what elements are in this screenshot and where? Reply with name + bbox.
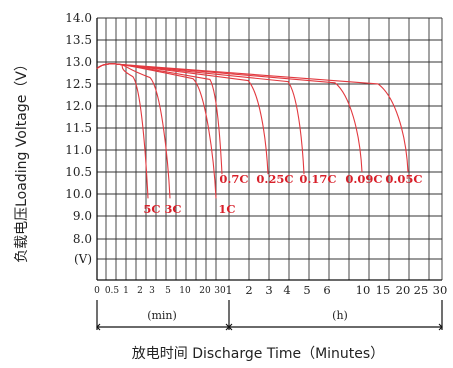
y-tick-8.0: 8.0 — [73, 232, 92, 246]
x-tick-h-30: 30 — [433, 283, 448, 297]
x-tick-min-2: 2 — [137, 286, 143, 296]
curve-0_05C — [96, 63, 409, 173]
x-tick-h-4: 4 — [283, 283, 290, 297]
x-tick-min-20: 20 — [199, 286, 211, 296]
x-tick-h-20: 20 — [396, 283, 411, 297]
x-tick-h-3: 3 — [265, 283, 272, 297]
y-tick-11.0: 11.0 — [65, 143, 92, 157]
curve-label-5C: 5C — [143, 202, 160, 216]
arrow-right — [438, 323, 443, 331]
arrow-left — [96, 323, 101, 331]
x-axis-title: 放电时间 Discharge Time（Minutes） — [132, 346, 384, 362]
x-tick-min-10: 10 — [179, 286, 191, 296]
curve-label-1C: 1C — [218, 202, 235, 216]
x-tick-min-30: 30 — [214, 286, 226, 296]
curve-label-0_25C: 0.25C — [256, 172, 293, 186]
y-tick-14.0: 14.0 — [65, 11, 92, 25]
x-tick-h-25: 25 — [414, 283, 429, 297]
x-tick-min-3: 3 — [149, 286, 155, 296]
curve-0_25C — [96, 63, 269, 175]
x-tick-min-5: 5 — [165, 286, 171, 296]
y-tick-12.5: 12.5 — [65, 77, 92, 91]
x-tick-h-2: 2 — [245, 283, 252, 297]
curve-labels: 5C 3C 1C 0.7C 0.25C 0.17C 0.09C 0.05C — [143, 172, 422, 216]
y-unit-label: (V) — [74, 252, 92, 266]
y-tick-10.0: 10.0 — [65, 187, 92, 201]
curve-label-0_05C: 0.05C — [385, 172, 422, 186]
x-tick-h-6: 6 — [323, 283, 330, 297]
y-tick-13.0: 13.0 — [65, 55, 92, 69]
x-tick-min-0: 0 — [94, 286, 100, 296]
discharge-curves — [96, 63, 409, 199]
curve-label-0_17C: 0.17C — [299, 172, 336, 186]
axes — [96, 18, 443, 331]
x-tick-h-5: 5 — [303, 283, 310, 297]
x-tick-h-1: 1 — [225, 283, 232, 297]
segment-label-h: (h) — [332, 309, 348, 322]
curve-label-3C: 3C — [164, 202, 181, 216]
x-tick-min-1: 1 — [123, 286, 129, 296]
arrow-mid-right — [228, 323, 233, 331]
y-tick-11.5: 11.5 — [65, 121, 92, 135]
y-tick-10.5: 10.5 — [65, 165, 92, 179]
x-tick-h-15: 15 — [376, 283, 391, 297]
y-tick-13.5: 13.5 — [65, 33, 92, 47]
curve-0_17C — [96, 63, 305, 175]
curve-label-0_09C: 0.09C — [345, 172, 382, 186]
y-axis-title: 负载电压Loading Voltage（V） — [14, 57, 30, 263]
tick-labels: 14.013.513.012.512.011.511.010.510.09.08… — [65, 11, 447, 322]
y-tick-9.0: 9.0 — [73, 209, 92, 223]
curve-label-0_7C: 0.7C — [219, 172, 248, 186]
axis-titles: 负载电压Loading Voltage（V） 放电时间 Discharge Ti… — [14, 57, 384, 362]
x-tick-h-10: 10 — [356, 283, 371, 297]
y-tick-12.0: 12.0 — [65, 99, 92, 113]
x-tick-min-0.5: 0.5 — [105, 286, 120, 296]
segment-label-min: (min) — [147, 309, 177, 322]
grid — [96, 17, 443, 280]
